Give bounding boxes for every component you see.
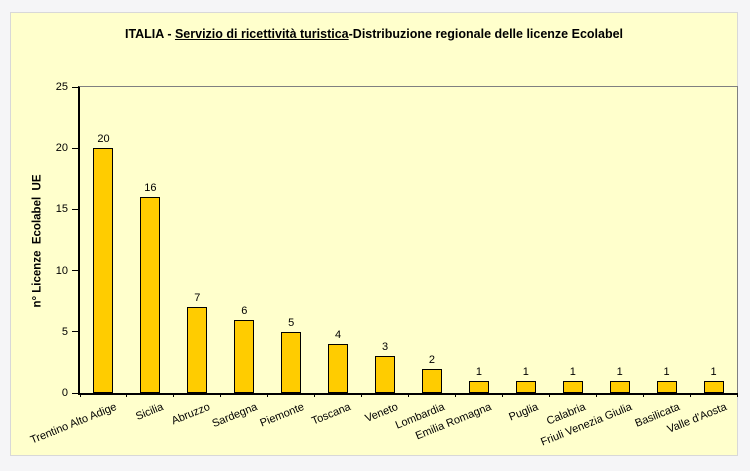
- bar: [328, 344, 349, 393]
- y-tick-label: 15: [55, 203, 68, 216]
- bar-value-label: 1: [663, 365, 670, 378]
- x-axis-labels: Trentino Alto Adige Sicilia Abruzzo Sardegn…: [28, 395, 738, 455]
- y-tick: [72, 86, 78, 88]
- bar: [421, 368, 442, 393]
- x-category-label: Trentino Alto Adige: [28, 401, 118, 447]
- x-category-label: Puglia: [507, 401, 541, 424]
- bar: [93, 148, 114, 393]
- bar-value-label: 1: [522, 365, 529, 378]
- bar-value-label: 16: [144, 182, 157, 195]
- x-tick: [454, 393, 456, 397]
- bar-value-label: 6: [241, 304, 248, 317]
- bar-value-label: 20: [97, 133, 110, 146]
- x-tick: [126, 393, 128, 397]
- x-tick: [79, 393, 81, 397]
- chart-title-underlined: Servizio di ricettività turistica: [174, 27, 349, 41]
- x-tick: [595, 393, 597, 397]
- bar: [703, 380, 724, 393]
- bar: [140, 197, 161, 393]
- chart-title-prefix: ITALIA -: [124, 27, 175, 41]
- plot-area: 0 5 10 15 20 25 20 16 7 6 5 4 3 2 1 1 1 1 1 1: [56, 81, 738, 399]
- x-tick: [548, 393, 550, 397]
- y-tick: [72, 270, 78, 272]
- bar: [375, 356, 396, 393]
- bar-value-label: 7: [194, 292, 201, 305]
- bar-value-label: 1: [475, 365, 482, 378]
- x-tick: [408, 393, 409, 397]
- y-tick-label: 25: [55, 81, 68, 93]
- bar-value-label: 1: [710, 365, 717, 378]
- bar-value-label: 5: [288, 316, 295, 329]
- x-tick: [642, 393, 644, 397]
- bar-value-label: 4: [335, 329, 342, 342]
- bar: [234, 319, 255, 393]
- x-tick: [501, 393, 503, 397]
- x-category-label: Sicilia: [133, 401, 165, 423]
- chart-title-suffix: -Distribuzione regionale delle licenze E…: [348, 27, 624, 41]
- bar: [515, 380, 536, 393]
- x-tick: [689, 393, 691, 397]
- y-tick-label: 20: [55, 142, 68, 155]
- y-tick-label: 5: [61, 325, 68, 338]
- x-tick: [314, 393, 316, 397]
- y-tick: [72, 331, 78, 333]
- bar-value-label: 3: [381, 341, 389, 354]
- y-tick: [72, 208, 78, 210]
- x-tick: [220, 393, 222, 397]
- bar-value-label: 1: [569, 365, 576, 378]
- y-axis-title: n° Licenze Ecolabel UE: [25, 86, 51, 395]
- x-category-label: Toscana: [310, 401, 353, 428]
- bar: [187, 307, 208, 393]
- bar: [562, 380, 583, 393]
- y-tick: [72, 147, 78, 149]
- bar: [609, 380, 630, 393]
- bar: [656, 380, 677, 393]
- bar: [281, 331, 302, 393]
- bar-value-label: 2: [428, 353, 436, 366]
- x-tick: [361, 393, 363, 397]
- y-axis-title-text: n° Licenze Ecolabel UE: [32, 173, 44, 308]
- y-tick-label: 0: [61, 387, 68, 399]
- bar-value-label: 1: [616, 365, 623, 378]
- x-category-label: Piemonte: [258, 401, 306, 430]
- chart-title: ITALIA - Servizio di ricettività turisti…: [11, 27, 737, 41]
- x-category-label: Sardegna: [210, 401, 259, 431]
- x-tick: [173, 393, 175, 397]
- y-tick-label: 10: [55, 264, 68, 277]
- x-tick: [267, 393, 269, 397]
- y-tick: [72, 392, 78, 394]
- x-tick: [736, 393, 738, 397]
- bar: [468, 380, 489, 393]
- x-category-label: Abruzzo: [169, 401, 212, 428]
- chart-container: ITALIA - Servizio di ricettività turisti…: [10, 12, 738, 456]
